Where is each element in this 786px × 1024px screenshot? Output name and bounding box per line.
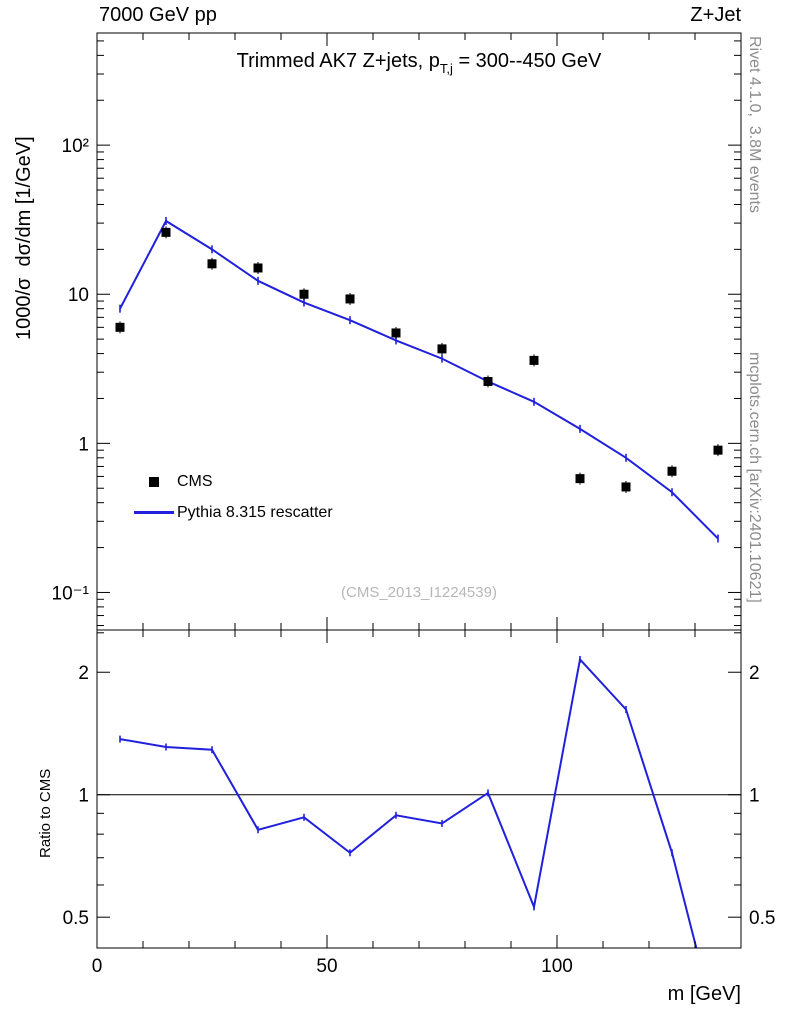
main-y-tick-label: 10²: [62, 136, 89, 157]
x-tick-label: 100: [541, 956, 573, 977]
plot-title-suffix: = 300--450 GeV: [452, 50, 602, 72]
ratio-y-tick-label-right: 1: [749, 786, 760, 807]
cms-point: [253, 263, 263, 273]
cms-point: [115, 322, 125, 332]
header-beam-energy: 7000 GeV pp: [99, 4, 217, 26]
legend-item-pythia: Pythia 8.315 rescatter: [131, 497, 333, 528]
pythia-line: [119, 219, 719, 540]
ratio-y-tick-label-right: 2: [749, 663, 760, 684]
ratio-y-axis-label: Ratio to CMS: [37, 768, 54, 858]
main-y-tick-label: 10⁻¹: [52, 583, 90, 604]
legend-pythia-label: Pythia 8.315 rescatter: [177, 503, 333, 521]
cms-point: [529, 355, 539, 365]
cms-point: [621, 482, 631, 492]
main-y-axis-label: 1000/σ dσ/dm [1/GeV]: [13, 136, 35, 340]
x-tick-label: 50: [316, 956, 337, 977]
ratio-y-tick-label-left: 1: [78, 786, 89, 807]
legend-cms-label: CMS: [177, 472, 213, 490]
cms-point: [299, 289, 309, 299]
main-y-tick-label: 1: [78, 434, 89, 455]
legend: CMS Pythia 8.315 rescatter: [131, 466, 333, 528]
legend-item-cms: CMS: [131, 466, 333, 497]
square-marker-icon: [149, 476, 159, 487]
ratio-y-tick-label-left: 2: [78, 663, 89, 684]
line-marker-icon: [134, 511, 174, 514]
cms-point: [575, 474, 585, 484]
ratio-y-tick-label-right: 0.5: [749, 908, 775, 929]
ratio-y-tick-label-left: 0.5: [63, 908, 89, 929]
legend-cms-marker: [131, 476, 177, 487]
cms-point: [667, 466, 677, 476]
main-series-group: [115, 216, 723, 543]
legend-pythia-marker: [131, 511, 177, 514]
main-frame: [96, 32, 742, 631]
plot-title-subscript: T,j: [439, 61, 453, 76]
cms-point: [713, 445, 723, 455]
main-y-tick-label: 10: [68, 285, 89, 306]
plot-title: Trimmed AK7 Z+jets, pT,j = 300--450 GeV: [97, 50, 741, 76]
side-note-mcplots-arxiv: mcplots.cern.ch [arXiv:2401.10621]: [746, 352, 763, 603]
cms-point: [391, 328, 401, 338]
cms-point: [161, 227, 171, 237]
cms-point: [207, 259, 217, 269]
ratio-series-group: [119, 655, 698, 948]
ratio-line: [119, 657, 698, 948]
x-tick-label: 0: [92, 956, 103, 977]
watermark-analysis-id: (CMS_2013_I1224539): [341, 584, 497, 601]
header-process: Z+Jet: [690, 4, 741, 26]
ratio-frame: [96, 629, 742, 949]
x-axis-label: m [GeV]: [667, 983, 741, 1005]
cms-point: [345, 294, 355, 304]
side-note-rivet-version: Rivet 4.1.0, 3.8M events: [746, 36, 763, 213]
cms-point: [483, 376, 493, 386]
cms-point: [437, 344, 447, 354]
plot-title-prefix: Trimmed AK7 Z+jets, p: [236, 50, 440, 72]
